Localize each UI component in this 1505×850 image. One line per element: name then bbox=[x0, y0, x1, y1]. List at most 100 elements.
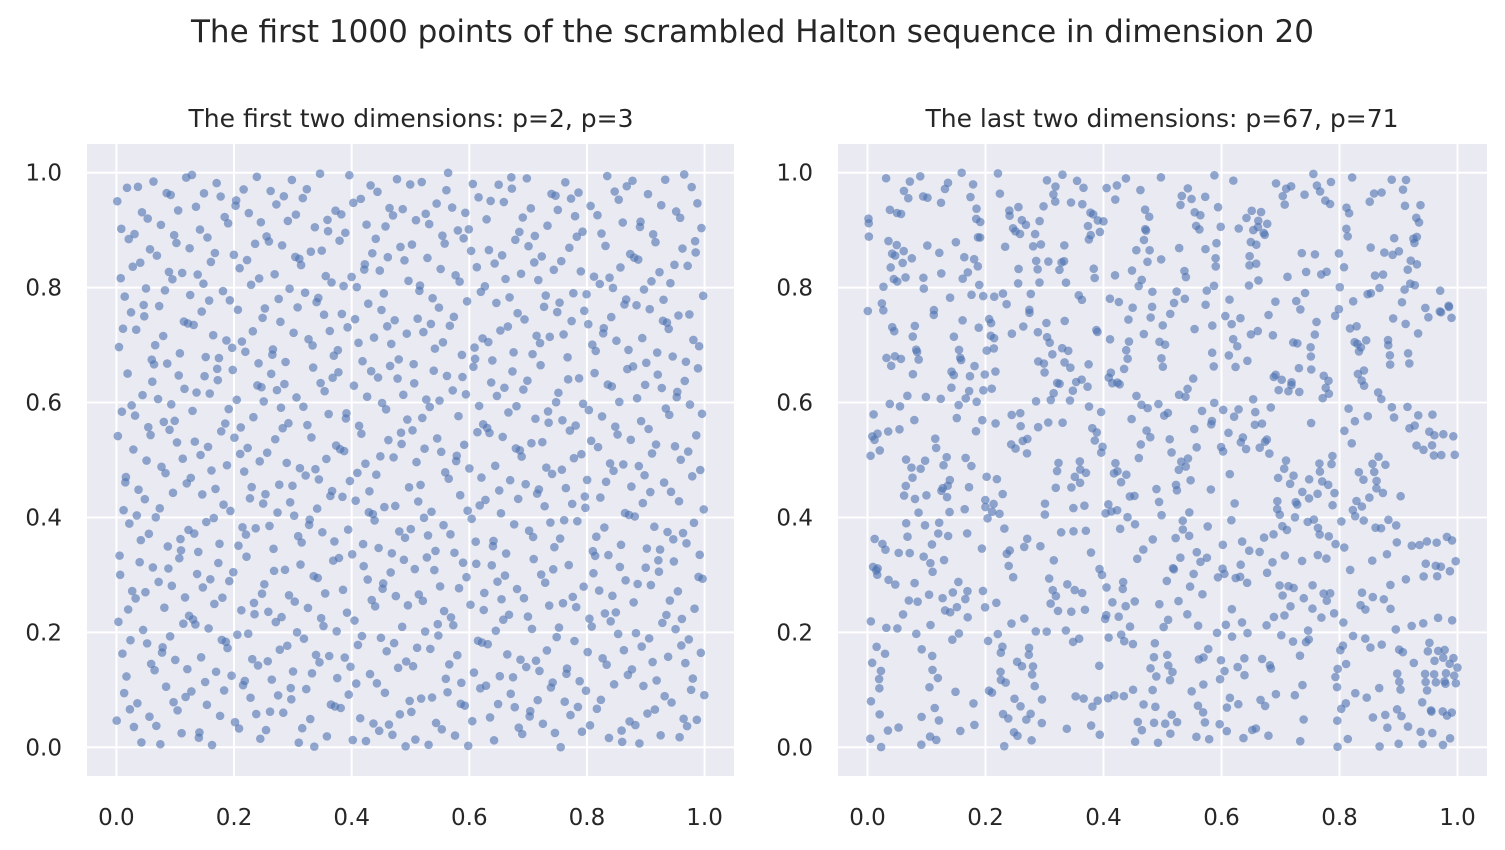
scatter-point bbox=[382, 646, 391, 656]
scatter-point bbox=[194, 733, 204, 742]
x-tick-labels-right: 0.0 0.2 0.4 0.6 0.8 1.0 bbox=[849, 805, 1476, 831]
scatter-point bbox=[1359, 475, 1368, 485]
scatter-point bbox=[501, 549, 511, 558]
scatter-point bbox=[1275, 510, 1285, 519]
scatter-point bbox=[1306, 365, 1316, 374]
scatter-point bbox=[430, 565, 439, 575]
scatter-point bbox=[968, 180, 978, 189]
scatter-point bbox=[1139, 329, 1149, 339]
scatter-point bbox=[881, 545, 890, 554]
scatter-point bbox=[1167, 710, 1176, 720]
scatter-point bbox=[123, 605, 133, 614]
scatter-point bbox=[674, 311, 683, 320]
x-tick-label: 0.6 bbox=[451, 805, 488, 831]
scatter-point bbox=[486, 378, 496, 387]
scatter-point bbox=[1419, 572, 1428, 581]
scatter-point bbox=[274, 480, 284, 490]
scatter-point bbox=[522, 174, 532, 183]
scatter-point bbox=[1268, 558, 1277, 567]
scatter-point bbox=[1025, 305, 1034, 315]
scatter-point bbox=[495, 671, 505, 681]
scatter-point bbox=[629, 253, 639, 263]
scatter-point bbox=[1086, 548, 1096, 557]
scatter-point bbox=[1115, 524, 1125, 534]
scatter-point bbox=[1298, 487, 1307, 497]
scatter-point bbox=[1406, 256, 1416, 265]
scatter-point bbox=[563, 375, 573, 384]
scatter-point bbox=[572, 232, 582, 241]
scatter-point bbox=[879, 282, 888, 292]
scatter-point bbox=[589, 272, 599, 281]
scatter-point bbox=[296, 560, 305, 569]
scatter-point bbox=[1407, 621, 1416, 631]
scatter-point bbox=[598, 654, 607, 663]
scatter-point bbox=[419, 513, 429, 523]
scatter-point bbox=[455, 490, 465, 500]
scatter-point bbox=[947, 383, 956, 393]
scatter-point bbox=[275, 645, 285, 654]
scatter-point bbox=[1225, 295, 1234, 304]
scatter-point bbox=[1416, 727, 1425, 737]
scatter-point bbox=[301, 471, 310, 480]
scatter-point bbox=[1000, 242, 1010, 252]
scatter-point bbox=[1184, 531, 1194, 541]
scatter-point bbox=[1065, 396, 1075, 405]
scatter-point bbox=[1000, 524, 1009, 533]
scatter-point bbox=[304, 520, 314, 530]
scatter-point bbox=[675, 213, 685, 223]
scatter-point bbox=[1218, 564, 1227, 574]
scatter-point bbox=[1018, 436, 1028, 446]
scatter-point bbox=[1075, 457, 1085, 466]
scatter-point bbox=[597, 229, 606, 238]
scatter-point bbox=[260, 304, 270, 313]
scatter-point bbox=[996, 667, 1005, 677]
scatter-point bbox=[1048, 585, 1058, 595]
scatter-point bbox=[222, 336, 231, 345]
scatter-point bbox=[628, 362, 638, 371]
scatter-point bbox=[384, 720, 394, 729]
scatter-point bbox=[1348, 631, 1358, 641]
scatter-point bbox=[450, 548, 459, 558]
scatter-point bbox=[560, 697, 570, 706]
scatter-point bbox=[1077, 295, 1087, 305]
scatter-point bbox=[1212, 628, 1222, 638]
scatter-point bbox=[505, 293, 514, 302]
scatter-point bbox=[369, 719, 378, 728]
scatter-point bbox=[448, 620, 458, 630]
scatter-point bbox=[177, 268, 187, 278]
scatter-point bbox=[974, 280, 984, 290]
scatter-point bbox=[890, 580, 900, 589]
scatter-point bbox=[1227, 632, 1237, 641]
scatter-point bbox=[1342, 224, 1351, 234]
scatter-point bbox=[647, 277, 656, 286]
scatter-point bbox=[917, 645, 926, 654]
scatter-point bbox=[1221, 311, 1230, 321]
scatter-point bbox=[1401, 175, 1411, 185]
scatter-point bbox=[1190, 324, 1199, 334]
scatter-point bbox=[1266, 403, 1276, 412]
scatter-point bbox=[1253, 326, 1263, 336]
scatter-point bbox=[1359, 381, 1369, 390]
scatter-point bbox=[288, 667, 298, 676]
scatter-point bbox=[482, 215, 491, 224]
scatter-point bbox=[1339, 262, 1349, 272]
scatter-point bbox=[1251, 259, 1261, 269]
scatter-point bbox=[1031, 396, 1041, 406]
scatter-point bbox=[445, 321, 455, 331]
scatter-point bbox=[521, 479, 530, 489]
scatter-point bbox=[210, 599, 219, 609]
scatter-point bbox=[626, 435, 636, 445]
scatter-point bbox=[168, 488, 178, 498]
scatter-point bbox=[161, 468, 170, 478]
scatter-point bbox=[290, 597, 300, 606]
scatter-point bbox=[393, 374, 402, 383]
scatter-point bbox=[1206, 420, 1216, 429]
scatter-point bbox=[1130, 737, 1140, 747]
scatter-point bbox=[125, 705, 135, 714]
scatter-point bbox=[357, 429, 366, 439]
scatter-point bbox=[1334, 249, 1344, 258]
scatter-point bbox=[425, 402, 435, 412]
scatter-point bbox=[612, 336, 621, 346]
scatter-point bbox=[685, 310, 694, 319]
scatter-point bbox=[542, 646, 552, 655]
